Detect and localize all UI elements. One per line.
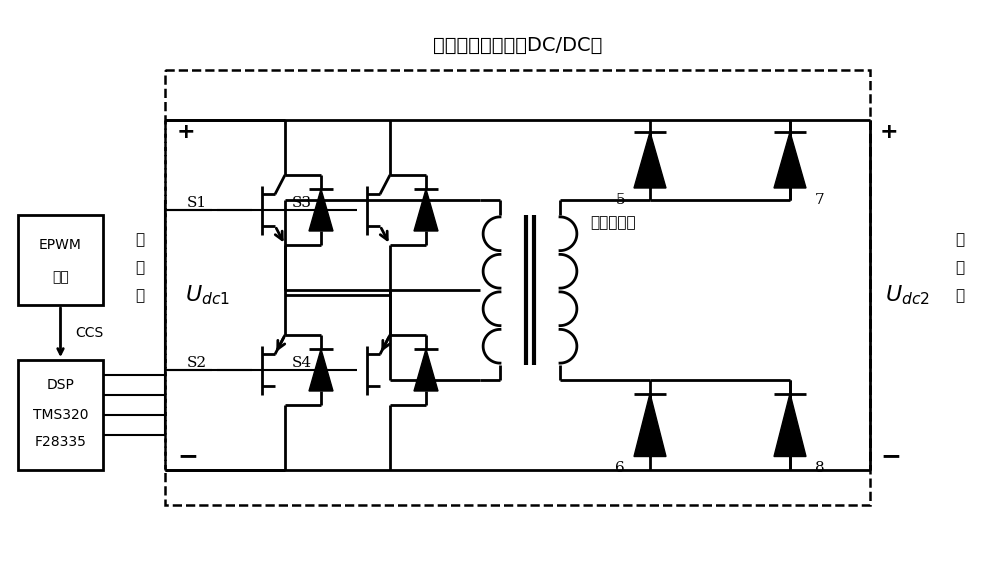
Text: 一: 一 bbox=[135, 232, 145, 248]
Text: S2: S2 bbox=[187, 356, 207, 370]
Text: S4: S4 bbox=[292, 356, 312, 370]
Text: 二: 二 bbox=[955, 232, 965, 248]
Text: 侧: 侧 bbox=[135, 289, 145, 303]
Polygon shape bbox=[774, 393, 806, 456]
Text: −: − bbox=[177, 444, 198, 468]
FancyBboxPatch shape bbox=[18, 215, 103, 305]
Text: $U_{dc2}$: $U_{dc2}$ bbox=[885, 283, 930, 307]
Text: 高频变压隔离级（DC/DC）: 高频变压隔离级（DC/DC） bbox=[433, 36, 602, 55]
Text: 程序: 程序 bbox=[52, 270, 69, 284]
Text: DSP: DSP bbox=[47, 378, 74, 392]
Text: F28335: F28335 bbox=[35, 435, 86, 449]
Text: 侧: 侧 bbox=[955, 289, 965, 303]
Text: +: + bbox=[177, 122, 196, 142]
Polygon shape bbox=[309, 189, 333, 231]
Polygon shape bbox=[414, 349, 438, 391]
Polygon shape bbox=[774, 132, 806, 188]
Text: S3: S3 bbox=[292, 196, 312, 210]
Text: 6: 6 bbox=[615, 462, 625, 476]
Text: $U_{dc1}$: $U_{dc1}$ bbox=[185, 283, 230, 307]
Text: 7: 7 bbox=[815, 193, 825, 207]
Text: −: − bbox=[880, 444, 901, 468]
Polygon shape bbox=[414, 189, 438, 231]
Text: 高频变压器: 高频变压器 bbox=[590, 215, 636, 230]
Polygon shape bbox=[309, 349, 333, 391]
FancyBboxPatch shape bbox=[18, 360, 103, 470]
Text: TMS320: TMS320 bbox=[33, 408, 88, 422]
Text: 8: 8 bbox=[815, 462, 825, 476]
Polygon shape bbox=[634, 393, 666, 456]
Polygon shape bbox=[634, 132, 666, 188]
Text: 5: 5 bbox=[615, 193, 625, 207]
Text: S1: S1 bbox=[187, 196, 207, 210]
Text: +: + bbox=[880, 122, 899, 142]
Text: EPWM: EPWM bbox=[39, 238, 82, 252]
Text: 次: 次 bbox=[135, 260, 145, 276]
Text: CCS: CCS bbox=[76, 326, 104, 339]
Text: 次: 次 bbox=[955, 260, 965, 276]
